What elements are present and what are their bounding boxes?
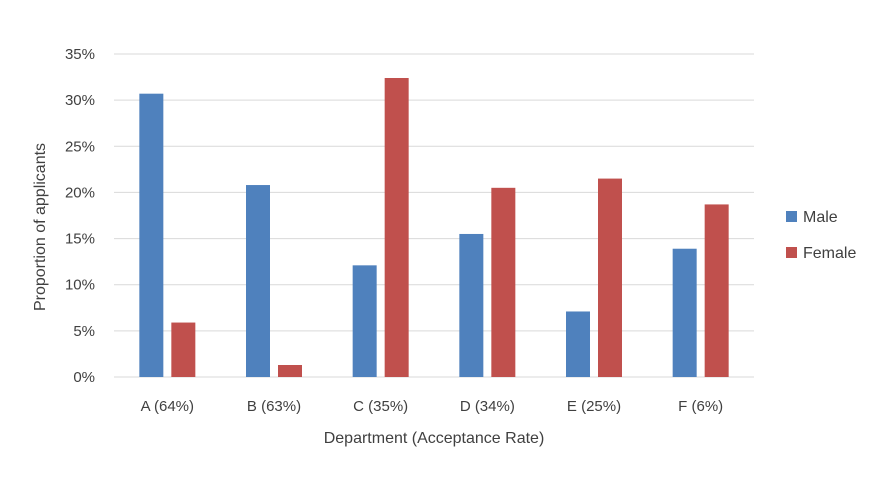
x-tick-label: E (25%) bbox=[567, 398, 621, 415]
bar-female-3 bbox=[491, 187, 516, 377]
legend: Male Female bbox=[786, 209, 856, 262]
y-tick-label: 35% bbox=[65, 46, 95, 63]
y-tick-label: 20% bbox=[65, 184, 95, 201]
x-tick-label: A (64%) bbox=[141, 398, 194, 415]
bar-male-5 bbox=[672, 248, 697, 377]
bar-male-0 bbox=[139, 93, 164, 377]
y-tick-label: 15% bbox=[65, 231, 95, 248]
y-tick-label: 25% bbox=[65, 138, 95, 155]
x-axis-title: Department (Acceptance Rate) bbox=[324, 430, 545, 447]
x-tick-label: D (34%) bbox=[460, 398, 515, 415]
y-tick-label: 10% bbox=[65, 277, 95, 294]
legend-label-female: Female bbox=[803, 245, 856, 262]
x-tick-label: F (6%) bbox=[678, 398, 723, 415]
bar-male-4 bbox=[566, 311, 590, 377]
x-tick-label: B (63%) bbox=[247, 398, 301, 415]
legend-swatch-female bbox=[786, 247, 797, 258]
bar-male-2 bbox=[352, 265, 377, 377]
bar-female-2 bbox=[384, 77, 409, 377]
y-axis-title: Proportion of applicants bbox=[32, 143, 49, 311]
legend-swatch-male bbox=[786, 211, 797, 222]
bar-female-4 bbox=[598, 178, 622, 377]
bar-female-0 bbox=[171, 322, 196, 377]
bar-female-1 bbox=[278, 365, 302, 377]
x-tick-label: C (35%) bbox=[353, 398, 408, 415]
y-tick-label: 30% bbox=[65, 92, 95, 109]
bar-male-1 bbox=[246, 185, 270, 377]
y-tick-label: 5% bbox=[73, 323, 95, 340]
bar-female-5 bbox=[704, 204, 729, 377]
y-axis-ticks: 0% 5% 10% 15% 20% 25% 30% 35% bbox=[65, 46, 95, 386]
x-axis-ticks: A (64%) B (63%) C (35%) D (34%) E (25%) F (6%… bbox=[141, 398, 724, 415]
legend-label-male: Male bbox=[803, 209, 838, 226]
bars bbox=[139, 77, 729, 377]
gridlines bbox=[114, 53, 754, 378]
y-tick-label: 0% bbox=[73, 369, 95, 386]
bar-male-3 bbox=[459, 233, 484, 377]
